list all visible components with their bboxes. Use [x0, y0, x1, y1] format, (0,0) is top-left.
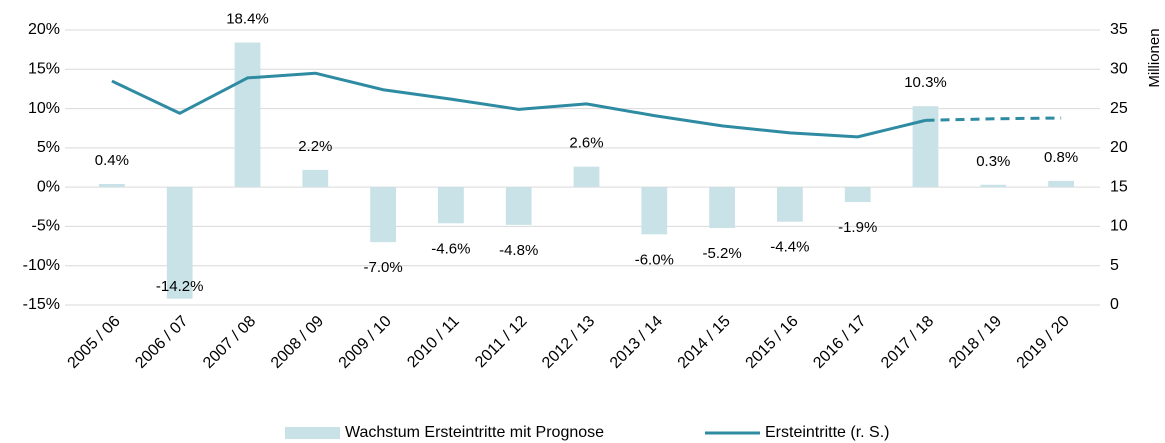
- x-tick-label: 2008 / 09: [268, 313, 327, 372]
- data-label: 10.3%: [904, 74, 947, 91]
- data-label: -6.0%: [635, 251, 674, 268]
- bar: [573, 166, 600, 188]
- legend-label: Ersteintritte (r. S.): [765, 424, 889, 441]
- y2-tick-label: 15: [1110, 178, 1128, 195]
- x-tick-label: 2017 / 18: [878, 313, 937, 372]
- y-tick-label: 0%: [37, 178, 60, 195]
- x-tick-label: 2007 / 08: [200, 313, 259, 372]
- y2-tick-label: 0: [1110, 296, 1119, 313]
- bar: [302, 169, 329, 188]
- y-tick-label: -5%: [32, 218, 60, 235]
- x-tick-label: 2014 / 15: [675, 313, 734, 372]
- data-label: -1.9%: [838, 219, 877, 236]
- x-tick-label: 2006 / 07: [132, 313, 191, 372]
- data-label: -7.0%: [364, 259, 403, 276]
- data-label: 18.4%: [226, 11, 269, 28]
- data-label: 0.4%: [95, 152, 129, 169]
- data-label: -14.2%: [156, 278, 204, 295]
- bar: [1048, 180, 1074, 188]
- x-tick-label: 2015 / 16: [743, 313, 802, 372]
- x-tick-label: 2019 / 20: [1014, 313, 1073, 372]
- legend-label: Wachstum Ersteintritte mit Prognose: [345, 424, 604, 441]
- bar: [234, 42, 261, 188]
- bar: [980, 184, 1007, 188]
- data-label: -5.2%: [703, 245, 742, 262]
- y2-tick-label: 20: [1110, 139, 1128, 156]
- data-label: 0.3%: [976, 153, 1010, 170]
- legend-swatch: [285, 427, 340, 439]
- bar: [709, 187, 735, 228]
- bar: [844, 187, 871, 203]
- y2-axis-label: Millionen: [1146, 28, 1163, 87]
- y-tick-label: 10%: [28, 100, 60, 117]
- y-tick-label: 5%: [37, 139, 60, 156]
- y2-tick-label: 35: [1110, 21, 1128, 38]
- x-tick-label: 2013 / 14: [607, 313, 666, 372]
- x-tick-label: 2009 / 10: [336, 313, 395, 372]
- data-label: 0.8%: [1044, 149, 1078, 166]
- data-label: -4.8%: [499, 242, 538, 259]
- bar: [166, 187, 193, 299]
- x-tick-label: 2018 / 19: [946, 313, 1005, 372]
- bar: [641, 187, 668, 235]
- bar: [777, 187, 803, 222]
- data-label: -4.4%: [770, 239, 809, 256]
- y-tick-label: -15%: [23, 296, 60, 313]
- bar: [99, 184, 125, 188]
- y2-tick-label: 10: [1110, 218, 1128, 235]
- bar: [370, 187, 396, 243]
- y-tick-label: -10%: [23, 257, 60, 274]
- data-label: 2.6%: [569, 135, 603, 152]
- data-label: -4.6%: [431, 240, 470, 257]
- x-tick-label: 2012 / 13: [539, 313, 598, 372]
- line: [111, 71, 926, 139]
- bar: [912, 106, 939, 188]
- x-tick-label: 2016 / 17: [810, 313, 869, 372]
- y-tick-label: 15%: [28, 61, 60, 78]
- bar: [505, 187, 532, 225]
- x-tick-label: 2005 / 06: [65, 313, 124, 372]
- line: [925, 116, 1062, 122]
- x-tick-label: 2010 / 11: [404, 313, 462, 371]
- y2-tick-label: 25: [1110, 100, 1128, 117]
- data-label: 2.2%: [298, 138, 332, 155]
- x-tick-label: 2011 / 12: [472, 313, 530, 371]
- y2-tick-label: 5: [1110, 257, 1119, 274]
- bar: [438, 187, 464, 224]
- y2-tick-label: 30: [1110, 61, 1128, 78]
- y-tick-label: 20%: [28, 21, 60, 38]
